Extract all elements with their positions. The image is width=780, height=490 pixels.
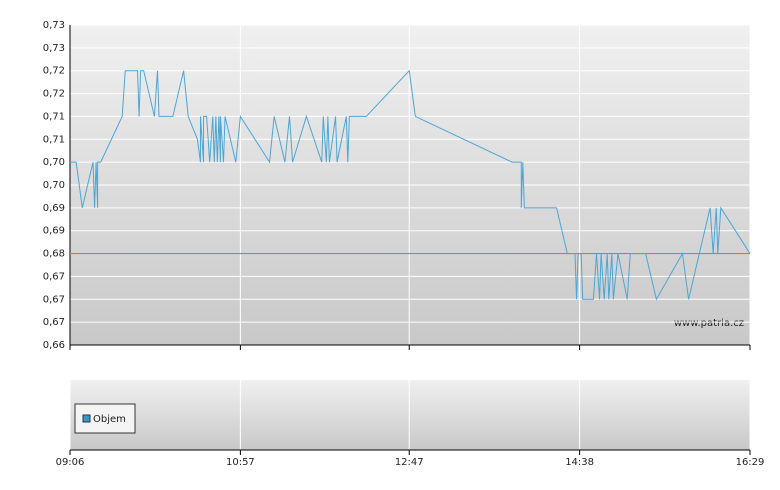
x-tick-label: 14:38 — [565, 457, 594, 468]
y-tick-label: 0,73 — [43, 43, 65, 54]
y-tick-label: 0,67 — [43, 271, 65, 282]
x-tick-label: 10:57 — [226, 457, 255, 468]
y-tick-label: 0,66 — [43, 340, 65, 351]
watermark: www.patria.cz — [674, 318, 744, 329]
y-tick-label: 0,69 — [43, 203, 65, 214]
volume-plot-area — [70, 380, 750, 450]
x-tick-label: 12:47 — [395, 457, 424, 468]
y-tick-label: 0,67 — [43, 294, 65, 305]
legend-swatch — [82, 414, 91, 423]
y-tick-label: 0,68 — [43, 249, 65, 260]
x-tick-label: 09:06 — [56, 457, 85, 468]
legend-label: Objem — [93, 414, 126, 425]
y-tick-label: 0,73 — [43, 20, 65, 31]
y-tick-label: 0,70 — [43, 180, 65, 191]
y-tick-label: 0,70 — [43, 157, 65, 168]
y-tick-label: 0,69 — [43, 226, 65, 237]
price-line — [70, 69, 751, 301]
y-tick-label: 0,71 — [43, 111, 65, 122]
y-tick-label: 0,72 — [43, 66, 65, 77]
y-tick-label: 0,67 — [43, 317, 65, 328]
y-tick-label: 0,72 — [43, 89, 65, 100]
legend-box — [74, 403, 136, 434]
y-tick-label: 0,71 — [43, 134, 65, 145]
x-tick-label: 16:29 — [736, 457, 765, 468]
